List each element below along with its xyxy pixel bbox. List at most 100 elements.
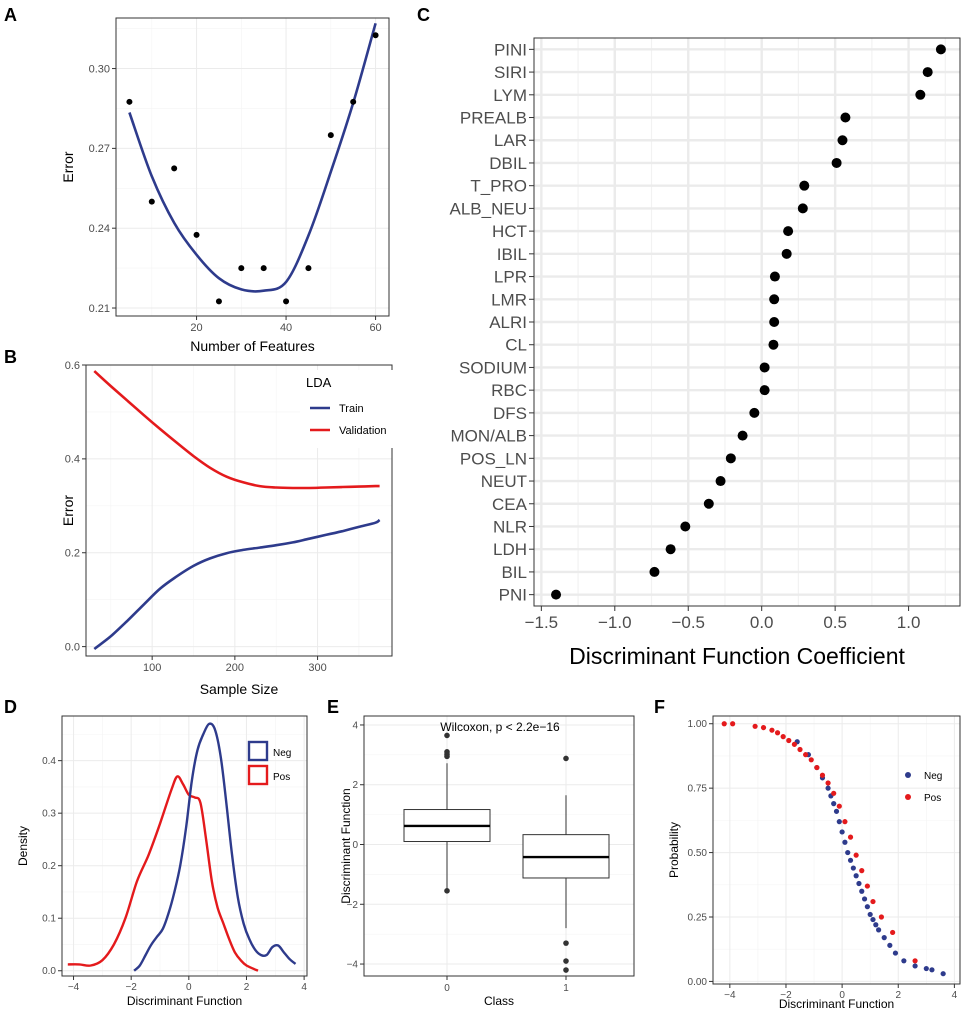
- y-tick-label: 4: [352, 720, 358, 731]
- coefficient-point: [551, 589, 562, 600]
- x-tick-label: 4: [952, 990, 958, 1001]
- y-tick-label: 0.2: [42, 861, 56, 872]
- panel-f-probability: −4 −2 0 2 4 0.00 0.25 0.50 0.75 1.00 Neg Pos Discrim…: [667, 715, 961, 1011]
- y-tick-label: 0.21: [89, 303, 110, 315]
- x-axis-title: Discriminant Function: [127, 994, 242, 1008]
- category-label: PREALB: [460, 109, 527, 128]
- point-neg: [839, 829, 845, 835]
- data-point: [215, 298, 222, 305]
- panel-a-plot-border: [115, 17, 390, 317]
- point-neg: [929, 967, 935, 973]
- data-point: [238, 265, 245, 272]
- x-tick-label: −2: [125, 982, 137, 993]
- y-tick-label: 0.4: [65, 454, 80, 466]
- y-axis-title: Error: [60, 495, 76, 526]
- data-point: [260, 265, 267, 272]
- wilcoxon-annotation: Wilcoxon, p < 2.2e−16: [440, 720, 560, 734]
- legend-key-pos: [247, 764, 269, 786]
- coefficient-point: [922, 67, 933, 78]
- density-line-neg: [133, 722, 297, 972]
- data-point: [327, 132, 334, 139]
- x-axis-title: Sample Size: [200, 681, 279, 697]
- data-point: [193, 231, 200, 238]
- coefficient-point: [759, 362, 770, 373]
- coefficient-point: [725, 453, 736, 464]
- coefficient-point: [840, 112, 851, 123]
- y-tick-label: 0.0: [65, 641, 80, 653]
- point-pos: [819, 772, 826, 778]
- point-neg: [853, 873, 859, 879]
- outlier-point: [563, 958, 569, 964]
- point-neg: [850, 865, 856, 871]
- y-tick-label: 0.25: [688, 913, 708, 924]
- point-pos: [721, 721, 727, 727]
- point-neg: [912, 963, 918, 969]
- category-label: BIL: [501, 563, 527, 582]
- category-label: HCT: [492, 222, 527, 241]
- category-label: RBC: [491, 381, 527, 400]
- coefficient-point: [799, 180, 810, 191]
- point-pos: [752, 723, 758, 729]
- x-axis-title: Class: [484, 994, 514, 1008]
- category-label: LPR: [494, 268, 527, 287]
- category-label: CL: [505, 336, 527, 355]
- x-tick-label: 40: [280, 322, 292, 334]
- panel-d-density: −4 −2 0 2 4 0.0 0.1 0.2 0.3 0.4 Neg Pos Discriminant…: [16, 715, 308, 1008]
- y-tick-label: 0.2: [65, 548, 80, 560]
- category-label: PINI: [494, 40, 527, 59]
- point-neg: [825, 785, 831, 791]
- panel-e-boxplot: −4 −2 0 2 4 0 1 Wilcoxon, p < 2.2e−16 Class Discr…: [339, 715, 635, 1008]
- density-line-pos: [67, 775, 259, 972]
- panel-d-plot-border: [61, 715, 308, 977]
- category-label: LYM: [493, 86, 527, 105]
- coefficient-point: [649, 566, 660, 577]
- point-neg: [845, 849, 851, 856]
- point-pos: [780, 734, 786, 740]
- x-tick-label: 60: [369, 322, 381, 334]
- category-label: IBIL: [497, 245, 527, 264]
- y-axis-title: Error: [60, 151, 76, 182]
- point-neg: [923, 965, 929, 972]
- coefficient-point: [935, 44, 946, 55]
- point-pos: [859, 868, 865, 874]
- point-neg: [836, 819, 842, 825]
- outlier-point: [563, 967, 569, 973]
- x-tick-label: −4: [724, 990, 736, 1001]
- point-neg: [842, 839, 848, 845]
- y-tick-label: 0.30: [89, 63, 110, 75]
- coefficient-point: [768, 339, 779, 350]
- y-tick-label: 0.4: [42, 756, 56, 767]
- coefficient-point: [769, 294, 780, 305]
- point-pos: [814, 764, 820, 771]
- coefficient-point: [665, 544, 676, 555]
- x-tick-label: −1.0: [598, 613, 632, 632]
- legend-label-pos: Pos: [273, 772, 290, 783]
- category-label: CEA: [492, 495, 528, 514]
- point-neg: [870, 916, 876, 923]
- point-pos: [774, 730, 781, 736]
- x-tick-label: 0.0: [750, 613, 774, 632]
- x-tick-label: 2: [895, 990, 901, 1001]
- point-neg: [864, 904, 870, 910]
- data-point: [126, 98, 133, 105]
- x-tick-label: 0: [839, 990, 845, 1001]
- coefficient-point: [680, 521, 691, 532]
- data-point: [350, 98, 357, 105]
- series-line-validation: [93, 370, 380, 490]
- point-pos: [769, 727, 775, 733]
- point-pos: [847, 834, 854, 840]
- point-neg: [861, 896, 868, 902]
- legend-label-pos: Pos: [924, 793, 941, 804]
- outlier-point: [563, 940, 569, 946]
- category-label: ALRI: [489, 313, 527, 332]
- point-pos: [730, 721, 736, 727]
- y-tick-label: 0.6: [65, 360, 80, 372]
- point-pos: [808, 757, 814, 763]
- y-tick-label: 0: [352, 840, 358, 851]
- legend-label-neg: Neg: [924, 771, 942, 782]
- data-point: [372, 32, 379, 39]
- point-neg: [876, 927, 882, 933]
- y-tick-label: 0.00: [688, 977, 708, 988]
- x-tick-label: 1: [563, 983, 569, 994]
